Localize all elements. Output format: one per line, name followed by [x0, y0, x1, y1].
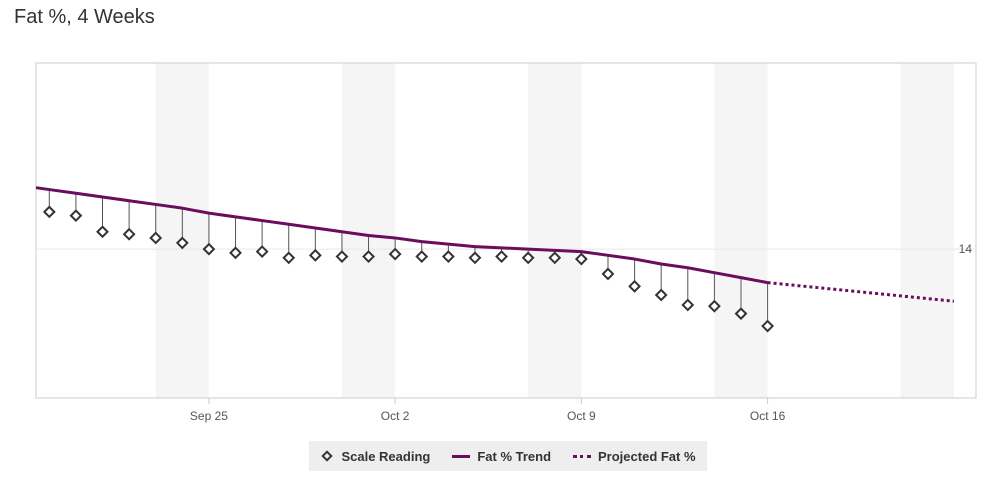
scale-reading-point	[734, 307, 748, 321]
scale-reading-point	[654, 288, 668, 302]
scale-reading-point	[175, 236, 189, 250]
scale-reading-point	[761, 319, 775, 333]
legend-item-trend[interactable]: Fat % Trend	[452, 449, 551, 464]
scale-reading-point	[362, 250, 375, 263]
legend-item-scale-reading[interactable]: Scale Reading	[320, 449, 430, 464]
legend: Scale Reading Fat % Trend Projected Fat …	[309, 441, 707, 471]
scale-markers	[42, 205, 775, 333]
x-tick-label: Oct 2	[381, 409, 410, 423]
legend-scale-label: Scale Reading	[341, 448, 431, 464]
diamond-icon	[321, 450, 334, 462]
scale-reading-point	[229, 246, 242, 260]
scale-reading-point	[202, 242, 216, 256]
chart-title: Fat %, 4 Weeks	[14, 6, 155, 28]
scale-reading-point	[495, 250, 508, 263]
trend-line	[35, 186, 768, 285]
scale-reading-point	[96, 225, 109, 239]
weekend-band	[900, 63, 954, 398]
scale-reading-point	[441, 250, 455, 263]
scale-reading-point	[415, 250, 429, 263]
projected-line	[767, 281, 954, 303]
scale-reading-point	[42, 205, 56, 219]
scale-reading-point	[308, 248, 322, 262]
scale-reading-point	[548, 251, 562, 265]
legend-trend-label: Fat % Trend	[477, 448, 552, 464]
dotted-line-icon	[573, 454, 592, 458]
solid-line-icon	[452, 454, 471, 458]
y-axis: 14	[959, 242, 973, 256]
x-tick-label: Oct 9	[567, 409, 596, 423]
scale-reading-point	[282, 251, 296, 265]
x-tick-label: Sep 25	[190, 409, 228, 423]
scale-reading-point	[122, 227, 136, 241]
y-tick-label: 14	[959, 242, 973, 256]
weekend-band	[714, 63, 768, 398]
scale-reading-point	[468, 251, 482, 265]
legend-projected-label: Projected Fat %	[598, 448, 696, 464]
plot-border	[35, 62, 977, 399]
weekend-band	[341, 63, 396, 398]
scale-reading-point	[521, 251, 535, 265]
x-tick-label: Oct 16	[750, 409, 786, 423]
x-axis: Sep 25 Oct 2 Oct 9 Oct 16	[190, 398, 786, 423]
weekend-band	[528, 63, 582, 398]
scale-reading-point	[574, 252, 588, 266]
scale-reading-point	[149, 231, 163, 245]
scale-reading-point	[335, 250, 349, 263]
scale-reading-point	[69, 209, 83, 223]
scale-reading-point	[628, 279, 641, 293]
scale-reading-point	[255, 245, 269, 259]
legend-item-projected[interactable]: Projected Fat %	[573, 449, 696, 464]
scale-reading-point	[601, 267, 615, 281]
scale-reading-point	[681, 298, 695, 312]
trend-layer	[35, 186, 954, 303]
scale-reading-point	[707, 299, 721, 313]
scale-reading-point	[388, 247, 402, 261]
weekend-bands	[155, 63, 954, 398]
